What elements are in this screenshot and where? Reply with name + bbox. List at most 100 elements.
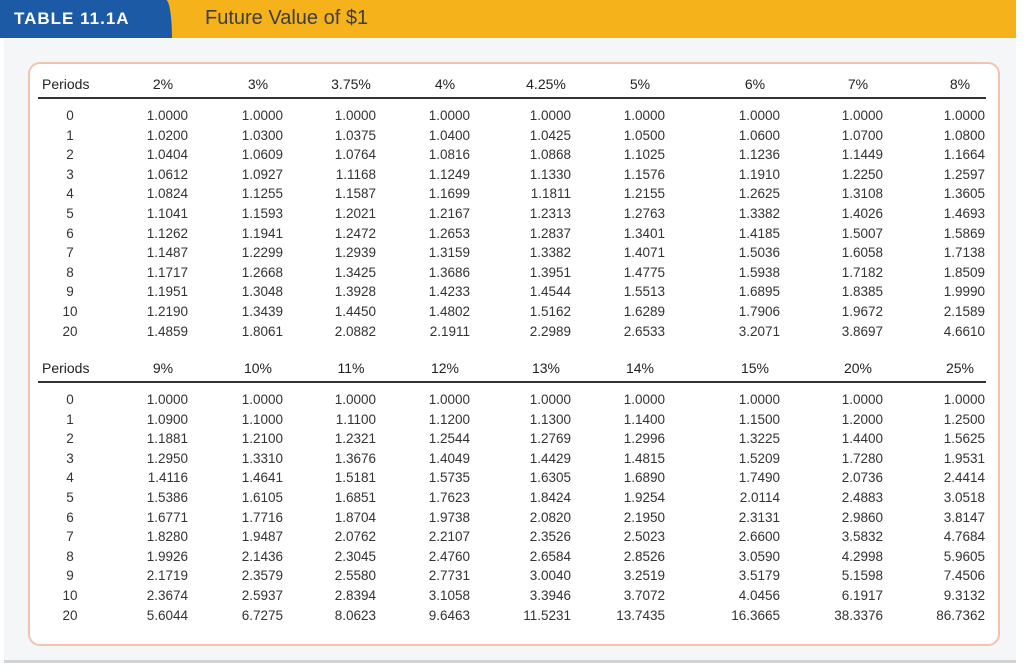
value-cell: 1.9738 <box>428 509 470 525</box>
period-cell: 4 <box>66 186 74 202</box>
value-cell: 1.3951 <box>529 264 571 280</box>
column-header: 13% <box>531 360 561 376</box>
value-cell: 1.1025 <box>623 147 665 163</box>
value-cell: 1.8385 <box>841 284 883 300</box>
value-cell: 1.0000 <box>623 108 665 123</box>
column-header: 8% <box>949 76 971 92</box>
period-cell: 6 <box>66 509 74 525</box>
value-cell: 1.7280 <box>841 450 883 466</box>
value-cell: 3.7072 <box>623 588 665 603</box>
value-cell: 3.2519 <box>623 568 665 584</box>
value-cell: 2.8394 <box>334 588 376 603</box>
column-header: 4% <box>434 76 456 92</box>
column-header: 14% <box>625 360 655 376</box>
value-cell: 1.3928 <box>334 284 376 300</box>
period-cell: 8 <box>66 264 74 280</box>
value-cell: 1.1255 <box>241 186 283 202</box>
value-cell: 1.1910 <box>738 166 780 182</box>
value-cell: 1.0400 <box>428 127 470 143</box>
value-cell: 1.0000 <box>334 392 376 407</box>
value-cell: 1.9254 <box>623 490 665 505</box>
value-cell: 1.1699 <box>428 186 470 202</box>
value-cell: 1.0300 <box>241 127 283 143</box>
value-cell: 1.2996 <box>623 431 665 447</box>
period-cell: 2 <box>66 431 74 447</box>
value-cell: 1.2000 <box>841 411 883 427</box>
value-cell: 1.2155 <box>623 186 665 202</box>
column-header: 11% <box>337 360 365 376</box>
value-cell: 1.0000 <box>334 108 376 123</box>
value-cell: 1.5513 <box>623 284 665 300</box>
value-cell: 1.3605 <box>943 186 985 202</box>
value-cell: 1.0816 <box>428 147 470 163</box>
column-header: 9% <box>152 360 174 376</box>
value-cell: 3.8697 <box>841 323 883 339</box>
value-cell: 1.0000 <box>529 108 571 123</box>
period-cell: 5 <box>66 490 74 505</box>
value-cell: 1.1576 <box>623 166 665 182</box>
period-cell: 20 <box>62 607 78 623</box>
value-cell: 1.4071 <box>623 245 665 261</box>
value-cell: 2.5023 <box>623 529 665 545</box>
value-cell: 1.7182 <box>841 264 883 280</box>
value-cell: 3.1058 <box>428 588 470 603</box>
value-cell: 5.9605 <box>943 548 985 564</box>
value-cell: 1.4429 <box>529 450 571 466</box>
value-cell: 1.3425 <box>334 264 376 280</box>
value-cell: 1.3310 <box>241 450 283 466</box>
period-cell: 5 <box>66 206 74 221</box>
value-cell: 1.7716 <box>241 509 283 525</box>
value-cell: 1.0000 <box>738 392 780 407</box>
value-cell: 1.5938 <box>738 264 780 280</box>
column-header: Periods <box>42 360 90 376</box>
value-cell: 2.3131 <box>738 509 780 525</box>
period-cell: 9 <box>66 284 74 300</box>
value-cell: 1.0000 <box>428 108 470 123</box>
table-tab <box>0 0 172 38</box>
period-cell: 10 <box>62 304 78 319</box>
value-cell: 16.3665 <box>731 607 780 623</box>
value-cell: 1.3108 <box>841 186 883 202</box>
value-cell: 1.4233 <box>428 284 470 300</box>
value-cell: 1.4400 <box>841 431 883 447</box>
value-cell: 1.6771 <box>146 509 188 525</box>
value-cell: 2.3045 <box>334 548 376 564</box>
value-cell: 86.7362 <box>936 607 985 623</box>
value-cell: 1.8061 <box>241 323 283 339</box>
column-header: 4.25% <box>526 76 566 92</box>
value-cell: 1.0700 <box>841 127 883 143</box>
column-header: 5% <box>629 76 651 92</box>
value-cell: 2.3674 <box>146 588 188 603</box>
period-cell: 8 <box>66 548 74 564</box>
period-cell: 4 <box>66 470 74 486</box>
value-cell: 2.0882 <box>334 323 376 339</box>
value-cell: 1.0900 <box>146 411 188 427</box>
value-cell: 1.4450 <box>334 304 376 319</box>
value-cell: 1.2653 <box>428 225 470 241</box>
value-cell: 1.1449 <box>841 147 883 163</box>
value-cell: 1.0609 <box>241 147 283 163</box>
value-cell: 1.2769 <box>529 431 571 447</box>
column-header: 15% <box>740 360 770 376</box>
value-cell: 1.9926 <box>146 548 188 564</box>
value-cell: 1.0600 <box>738 127 780 143</box>
value-cell: 1.1262 <box>146 225 188 241</box>
value-cell: 1.8280 <box>146 529 188 545</box>
value-cell: 1.4815 <box>623 450 665 466</box>
value-cell: 1.1300 <box>529 411 571 427</box>
value-cell: 1.8509 <box>943 264 985 280</box>
value-cell: 6.7275 <box>241 607 283 623</box>
value-cell: 1.5209 <box>738 450 780 466</box>
value-cell: 1.1400 <box>623 411 665 427</box>
value-cell: 1.7623 <box>428 490 470 505</box>
value-cell: 1.1330 <box>529 166 571 182</box>
value-cell: 1.0824 <box>146 186 188 202</box>
value-cell: 1.1500 <box>738 411 780 427</box>
column-header: 12% <box>430 360 460 376</box>
value-cell: 1.2250 <box>841 166 883 182</box>
value-cell: 1.0404 <box>146 147 188 163</box>
value-cell: 1.5735 <box>428 470 470 486</box>
value-cell: 1.1587 <box>334 186 376 202</box>
value-cell: 1.0000 <box>241 392 283 407</box>
value-cell: 1.4859 <box>146 323 188 339</box>
